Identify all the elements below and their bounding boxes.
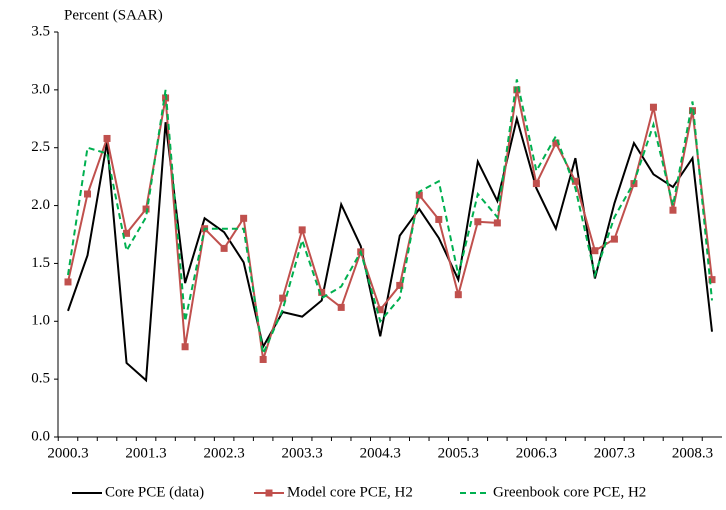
marker <box>435 215 443 223</box>
x-tick-label: 2000.3 <box>47 445 88 461</box>
marker <box>649 103 657 111</box>
x-tick-label: 2006.3 <box>516 445 557 461</box>
marker <box>454 291 462 299</box>
marker <box>669 206 677 214</box>
line-series <box>67 114 713 383</box>
x-tick-label: 2003.3 <box>282 445 323 461</box>
y-axis-label: Percent (SAAR) <box>64 7 163 23</box>
marker <box>708 276 716 284</box>
y-tick-label: 0.0 <box>31 428 50 444</box>
y-tick-label: 1.0 <box>31 313 50 329</box>
legend-marker <box>265 489 273 497</box>
marker <box>532 180 540 188</box>
y-tick-label: 1.5 <box>31 255 50 271</box>
x-tick-label: 2008.3 <box>672 445 713 461</box>
legend-label: Model core PCE, H2 <box>287 484 413 500</box>
marker <box>337 303 345 311</box>
marker <box>591 247 599 255</box>
x-tick-label: 2004.3 <box>360 445 401 461</box>
marker <box>376 306 384 314</box>
marker <box>142 205 150 213</box>
marker <box>493 219 501 227</box>
marker <box>181 343 189 351</box>
marker <box>279 294 287 302</box>
x-tick-label: 2002.3 <box>203 445 244 461</box>
marker <box>552 139 560 147</box>
legend-label: Greenbook core PCE, H2 <box>493 484 646 500</box>
marker <box>396 281 404 289</box>
marker <box>474 218 482 226</box>
marker <box>84 190 92 198</box>
legend-label: Core PCE (data) <box>105 484 204 500</box>
y-tick-label: 3.0 <box>31 81 50 97</box>
y-tick-label: 3.5 <box>31 23 50 39</box>
y-tick-label: 2.5 <box>31 139 50 155</box>
marker <box>513 86 521 94</box>
marker <box>220 244 228 252</box>
marker <box>571 177 579 185</box>
marker <box>318 288 326 296</box>
marker <box>240 214 248 222</box>
line-series <box>67 79 713 358</box>
marker <box>298 226 306 234</box>
y-tick-label: 0.5 <box>31 371 50 387</box>
x-tick-label: 2007.3 <box>594 445 635 461</box>
x-tick-label: 2001.3 <box>125 445 166 461</box>
x-tick-label: 2005.3 <box>438 445 479 461</box>
marker <box>415 191 423 199</box>
marker <box>103 134 111 142</box>
marker <box>64 278 72 286</box>
marker <box>259 355 267 363</box>
marker <box>123 229 131 237</box>
marker <box>610 235 618 243</box>
y-tick-label: 2.0 <box>31 197 50 213</box>
